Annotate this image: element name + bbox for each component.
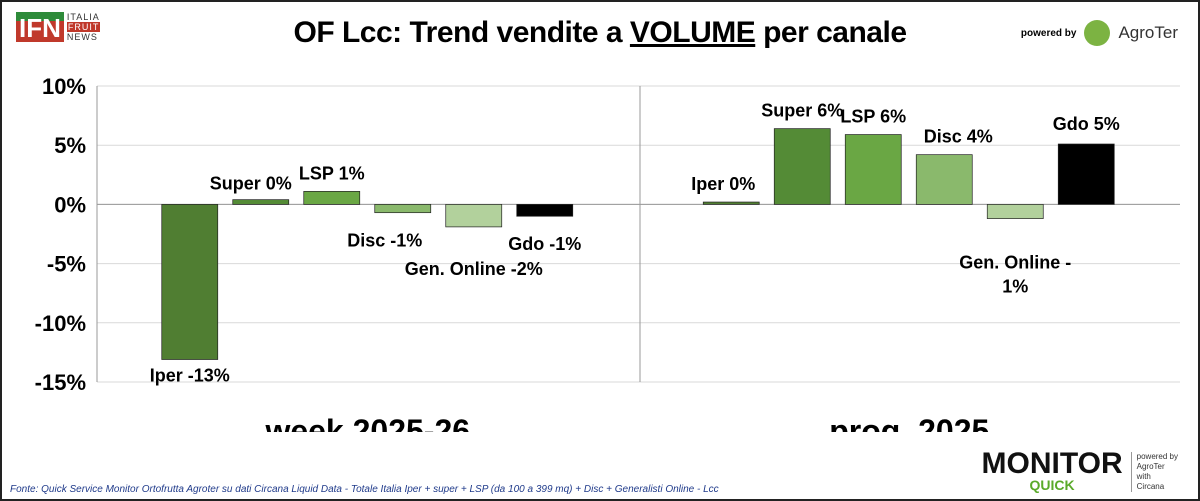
bar-lsp	[303, 191, 361, 205]
y-tick-label: 10%	[42, 74, 86, 99]
y-tick-label: 0%	[54, 192, 86, 217]
bar-gdo	[516, 204, 574, 217]
logo-word: ITALIA	[66, 12, 100, 22]
group-label: week 2025-26	[264, 413, 470, 432]
chart-plot: 10% 5% 0% -5% -10% -15% week 2025-26 Iper -13% S…	[35, 74, 1180, 432]
title-part: per canale	[755, 16, 907, 49]
data-label: Iper -13%	[150, 366, 230, 386]
powered-by-label: powered by	[1020, 27, 1077, 39]
y-tick-label: 5%	[54, 133, 86, 158]
side-text: Circana	[1136, 482, 1165, 491]
data-label: Gen. Online -2%	[405, 259, 543, 279]
data-label: Gen. Online -	[959, 253, 1071, 273]
y-tick-label: -5%	[47, 252, 86, 277]
y-tick-label: -15%	[35, 370, 86, 395]
bar-gen-online	[445, 204, 503, 228]
data-label: Disc -1%	[347, 231, 422, 251]
logo-word: FRUIT	[66, 22, 101, 32]
bar-super	[232, 199, 290, 205]
side-text: powered by	[1136, 452, 1178, 461]
data-label: LSP 1%	[299, 163, 365, 183]
title-emphasis: VOLUME	[629, 16, 756, 49]
bar-iper	[702, 201, 760, 205]
bar-gen-online	[986, 204, 1044, 219]
data-label: LSP 6%	[840, 107, 906, 127]
data-label: Gdo 5%	[1053, 114, 1120, 134]
y-tick-label: -10%	[35, 311, 86, 336]
side-text: with	[1136, 472, 1151, 481]
ifn-logo: IFN ITALIA FRUIT NEWS	[16, 12, 101, 43]
bar-gdo	[1057, 143, 1115, 205]
data-label: Gdo -1%	[508, 234, 581, 254]
quick-word: QUICK	[1029, 477, 1075, 493]
data-label: Super 6%	[761, 101, 843, 121]
bar-disc	[374, 204, 432, 214]
source-note: Fonte: Quick Service Monitor Ortofrutta …	[10, 484, 719, 495]
bar-lsp	[844, 134, 902, 205]
data-label: Iper 0%	[691, 174, 755, 194]
agroter-logo-icon	[1084, 20, 1111, 46]
side-text: AgroTer	[1136, 462, 1165, 471]
monitor-quick-logo: MONITOR QUICK powered by AgroTer with Circan…	[981, 447, 1178, 494]
monitor-word: MONITOR	[981, 447, 1123, 480]
logo-word: NEWS	[66, 32, 98, 42]
data-label: Super 0%	[210, 174, 292, 194]
chart-title: OF Lcc: Trend vendite a VOLUME per canal…	[2, 16, 1198, 50]
group-label: prog. 2025	[829, 413, 989, 432]
bar-disc	[915, 154, 973, 205]
data-label: Disc 4%	[924, 127, 993, 147]
ifn-logo-mark: IFN	[16, 12, 64, 43]
title-part: OF Lcc: Trend vendite a	[293, 16, 630, 49]
bar-iper	[161, 204, 219, 360]
agroter-name: AgroTer	[1118, 23, 1178, 42]
data-label: 1%	[1002, 277, 1028, 297]
powered-by: powered by AgroTer	[1021, 20, 1178, 46]
bar-super	[773, 128, 831, 205]
